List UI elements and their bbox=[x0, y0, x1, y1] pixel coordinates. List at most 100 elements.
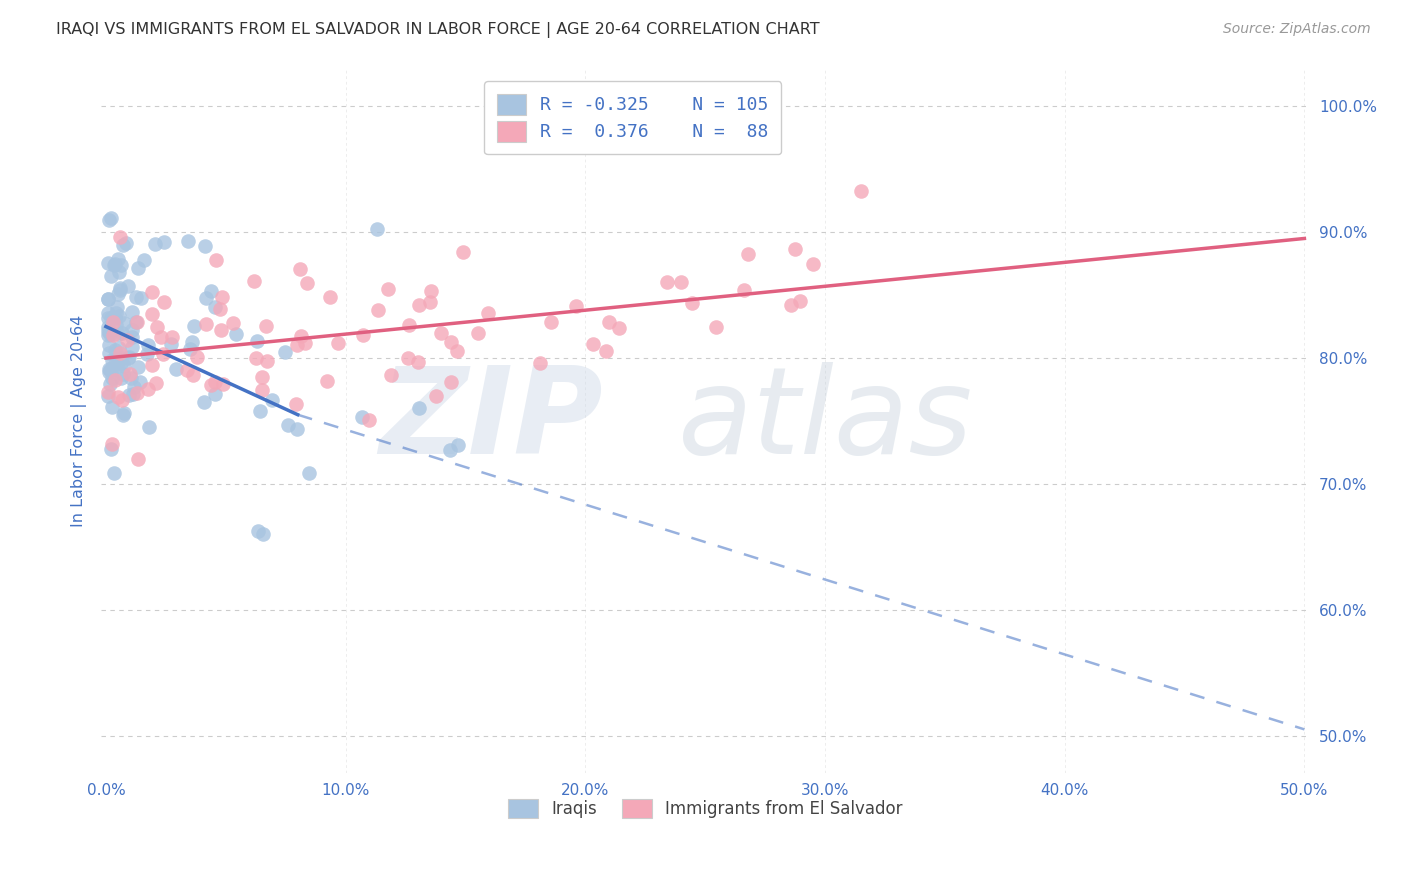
Point bbox=[117, 278, 139, 293]
Point bbox=[209, 301, 232, 316]
Point bbox=[439, 442, 461, 457]
Point bbox=[98, 365, 121, 379]
Point bbox=[121, 340, 143, 354]
Point bbox=[367, 303, 389, 318]
Text: IRAQI VS IMMIGRANTS FROM EL SALVADOR IN LABOR FORCE | AGE 20-64 CORRELATION CHAR: IRAQI VS IMMIGRANTS FROM EL SALVADOR IN … bbox=[56, 22, 820, 38]
Point bbox=[145, 236, 167, 251]
Point bbox=[249, 403, 271, 417]
Point bbox=[609, 320, 631, 334]
Point bbox=[129, 291, 152, 305]
Point bbox=[112, 406, 135, 420]
Point bbox=[366, 222, 388, 236]
Point bbox=[285, 422, 308, 436]
Point bbox=[285, 396, 308, 410]
Point bbox=[115, 334, 138, 348]
Point bbox=[297, 276, 319, 290]
Point bbox=[737, 247, 759, 261]
Point bbox=[107, 252, 129, 266]
Point bbox=[125, 386, 148, 401]
Point bbox=[193, 238, 215, 252]
Point bbox=[104, 310, 127, 325]
Point bbox=[186, 350, 208, 364]
Point bbox=[98, 362, 121, 376]
Point bbox=[105, 318, 128, 332]
Point bbox=[212, 376, 235, 391]
Point bbox=[165, 362, 187, 376]
Point bbox=[288, 262, 311, 277]
Point bbox=[194, 291, 217, 305]
Point bbox=[101, 361, 124, 376]
Point bbox=[145, 376, 167, 391]
Point bbox=[243, 274, 266, 288]
Point bbox=[451, 244, 474, 259]
Point bbox=[110, 229, 132, 244]
Point bbox=[101, 437, 124, 451]
Point bbox=[101, 327, 124, 342]
Point bbox=[153, 235, 176, 250]
Point bbox=[101, 400, 124, 414]
Point bbox=[290, 328, 312, 343]
Point bbox=[252, 383, 274, 397]
Point bbox=[419, 295, 441, 310]
Point bbox=[245, 351, 267, 365]
Point bbox=[733, 283, 755, 297]
Point bbox=[124, 289, 146, 303]
Point bbox=[98, 213, 121, 227]
Point bbox=[205, 252, 228, 267]
Point bbox=[100, 442, 122, 456]
Point bbox=[108, 283, 131, 297]
Point bbox=[419, 285, 441, 299]
Point bbox=[669, 275, 692, 289]
Point bbox=[112, 316, 135, 330]
Point bbox=[134, 252, 156, 267]
Point bbox=[103, 259, 125, 273]
Point bbox=[789, 293, 811, 308]
Point bbox=[801, 257, 824, 271]
Point bbox=[141, 358, 163, 372]
Point bbox=[598, 314, 620, 328]
Point bbox=[97, 311, 120, 326]
Point bbox=[681, 295, 703, 310]
Point bbox=[595, 344, 617, 359]
Point bbox=[107, 354, 129, 368]
Point bbox=[209, 323, 232, 337]
Point bbox=[141, 307, 163, 321]
Legend: Iraqis, Immigrants from El Salvador: Iraqis, Immigrants from El Salvador bbox=[501, 792, 910, 825]
Point bbox=[398, 318, 420, 332]
Point bbox=[117, 387, 139, 401]
Point bbox=[107, 287, 129, 301]
Point bbox=[225, 326, 247, 341]
Point bbox=[377, 282, 399, 296]
Point bbox=[564, 299, 586, 313]
Point bbox=[117, 351, 139, 365]
Point bbox=[127, 260, 149, 275]
Point bbox=[352, 327, 374, 342]
Point bbox=[103, 466, 125, 480]
Point bbox=[149, 329, 172, 343]
Point bbox=[97, 292, 120, 306]
Point bbox=[127, 360, 149, 375]
Point bbox=[328, 335, 350, 350]
Point bbox=[136, 382, 159, 396]
Y-axis label: In Labor Force | Age 20-64: In Labor Force | Age 20-64 bbox=[72, 315, 87, 527]
Point bbox=[447, 438, 470, 452]
Point bbox=[396, 351, 419, 365]
Point bbox=[298, 467, 321, 481]
Point bbox=[108, 281, 131, 295]
Point bbox=[247, 524, 270, 539]
Point bbox=[582, 336, 605, 351]
Point bbox=[252, 370, 274, 384]
Point bbox=[467, 326, 489, 341]
Point bbox=[104, 343, 127, 358]
Point bbox=[406, 355, 429, 369]
Point bbox=[319, 290, 342, 304]
Point bbox=[117, 350, 139, 364]
Point bbox=[779, 298, 801, 312]
Point bbox=[97, 384, 120, 399]
Point bbox=[183, 318, 205, 333]
Point bbox=[285, 338, 308, 352]
Point bbox=[425, 388, 447, 402]
Point bbox=[101, 315, 124, 329]
Point bbox=[122, 380, 145, 394]
Point bbox=[277, 418, 299, 433]
